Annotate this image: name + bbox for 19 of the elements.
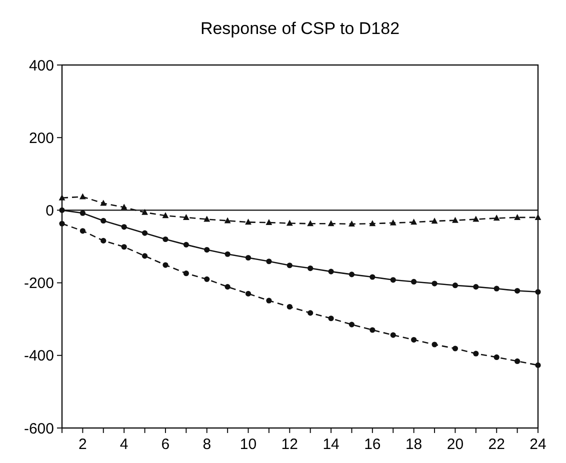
x-tick-label: 16 (364, 436, 381, 453)
chart-title: Response of CSP to D182 (200, 19, 400, 38)
y-tick-label: 400 (28, 57, 54, 74)
x-tick-label: 14 (322, 436, 340, 453)
y-tick-label: 200 (28, 130, 54, 147)
x-tick-label: 10 (240, 436, 257, 453)
y-tick-label: -600 (24, 420, 54, 438)
x-tick-label: 6 (161, 436, 170, 453)
x-tick-label: 20 (446, 436, 464, 453)
x-tick-label: 24 (530, 436, 546, 453)
x-tick-label: 4 (120, 436, 128, 453)
y-tick-label: -200 (24, 275, 54, 292)
x-tick-label: 12 (281, 436, 298, 453)
x-tick-label: 8 (202, 436, 212, 453)
y-tick-label: 0 (46, 202, 54, 220)
x-tick-label: 2 (78, 436, 87, 453)
x-tick-label: 18 (405, 436, 422, 453)
x-tick-label: 22 (488, 436, 505, 453)
y-tick-label: -400 (24, 348, 54, 365)
